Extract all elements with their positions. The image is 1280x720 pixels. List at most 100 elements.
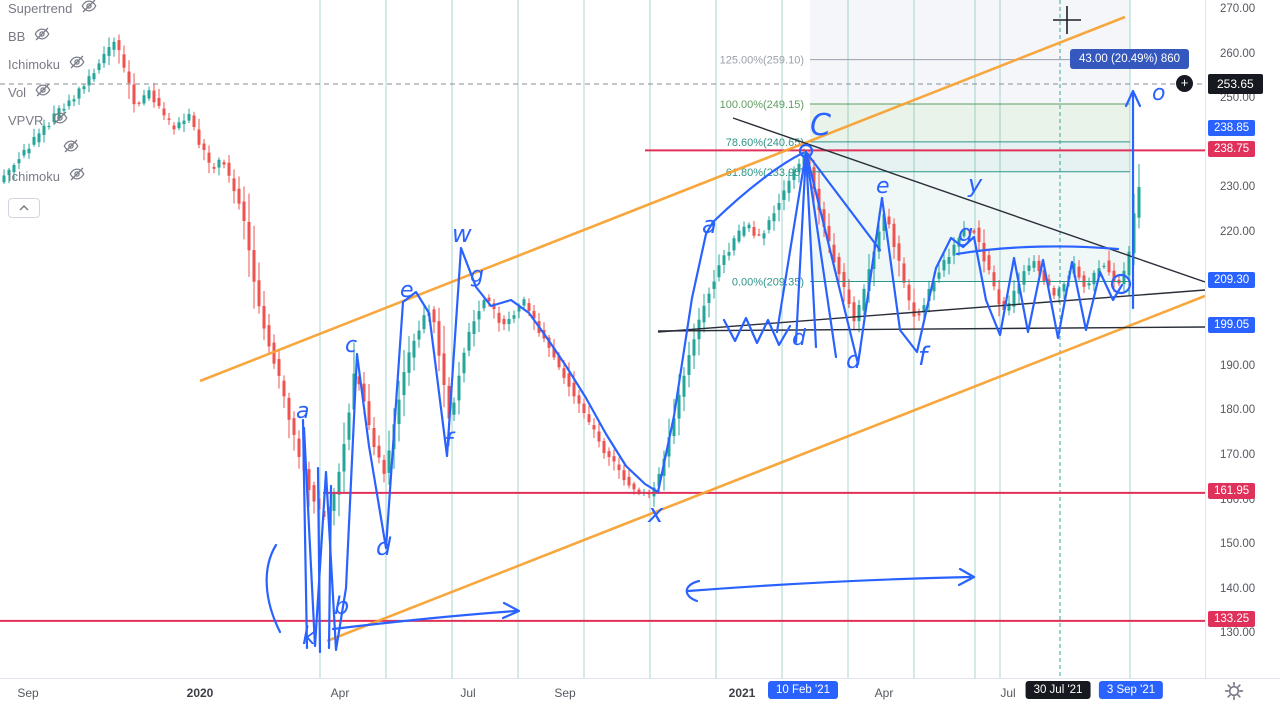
hand-drawing	[775, 150, 808, 334]
price-tick-label: 250.00	[1220, 92, 1256, 105]
measure-tooltip: 43.00 (20.49%) 860	[1070, 49, 1190, 69]
legend-item-bb[interactable]: BB	[8, 22, 98, 50]
price-badge: 238.75	[1208, 141, 1256, 157]
annotation-letter[interactable]: a	[296, 399, 309, 424]
eye-off-icon[interactable]	[33, 25, 51, 48]
hand-drawn-circle	[1110, 273, 1132, 295]
legend-collapse-button[interactable]	[8, 198, 40, 218]
legend-item-vol[interactable]: Vol	[8, 78, 98, 106]
indicator-label[interactable]: Vol	[8, 84, 27, 100]
hand-drawing	[880, 196, 1124, 354]
hand-drawn-circle	[798, 143, 814, 159]
annotation-letter[interactable]: c	[345, 333, 357, 358]
price-tick-label: 230.00	[1220, 181, 1256, 194]
annotation-letter[interactable]: f	[444, 428, 456, 456]
hand-drawing	[955, 245, 1120, 256]
gridlines	[319, 0, 1131, 678]
settings-gear-icon[interactable]	[1224, 681, 1244, 701]
price-tick-label: 190.00	[1220, 359, 1256, 372]
price-axis[interactable]: 270.00 260.00 250.00 230.00 220.00 190.00 180.…	[1205, 0, 1280, 678]
add-alert-plus-button[interactable]: +	[1176, 75, 1193, 92]
horizontal-price-lines[interactable]	[0, 149, 1205, 622]
hand-drawn-annotations[interactable]	[265, 89, 1142, 654]
legend-item[interactable]	[8, 134, 98, 162]
hand-drawing	[711, 151, 805, 224]
indicator-legend: Supertrend BB Ichimoku Vol VPVR Ichimoku	[8, 0, 98, 218]
annotation-letter[interactable]: k	[302, 622, 317, 650]
annotation-letter[interactable]: b	[334, 592, 349, 620]
indicator-label[interactable]: Ichimoku	[8, 56, 61, 72]
price-tick-label: 270.00	[1220, 3, 1256, 15]
parallel-channel[interactable]	[199, 15, 1205, 643]
candlesticks	[2, 34, 1141, 526]
eye-off-icon[interactable]	[51, 109, 69, 132]
price-tick-label: 220.00	[1220, 226, 1256, 238]
eye-off-icon[interactable]	[62, 137, 80, 160]
indicator-label[interactable]: BB	[8, 28, 26, 44]
price-badge: 133.25	[1208, 611, 1256, 627]
hand-drawing	[327, 484, 333, 650]
annotation-letter[interactable]: a	[702, 211, 717, 239]
annotation-letter[interactable]: o	[1152, 81, 1165, 106]
annotation-letter[interactable]: d	[376, 533, 392, 561]
fib-level-label: 78.60%(240.65)	[726, 137, 804, 149]
hand-drawing	[794, 150, 808, 344]
legend-item-ichimoku-2[interactable]: Ichimoku	[8, 162, 98, 190]
chevron-up-icon	[18, 199, 30, 217]
price-badge: 209.30	[1208, 272, 1256, 288]
legend-item-ichimoku[interactable]: Ichimoku	[8, 50, 98, 78]
indicator-label[interactable]: VPVR	[8, 112, 44, 128]
hand-drawing	[686, 575, 972, 593]
hand-drawing	[804, 150, 838, 359]
price-badge: 199.05	[1208, 317, 1256, 333]
price-tick-label: 130.00	[1220, 627, 1256, 640]
fib-retracement-levels[interactable]: 125.00%(259.10) 100.00%(249.15) 78.60%(240…	[720, 55, 1130, 289]
chart-canvas[interactable]: 125.00%(259.10) 100.00%(249.15) 78.60%(240…	[0, 0, 1205, 678]
eye-off-icon[interactable]	[68, 53, 86, 76]
annotation-letter[interactable]: d	[792, 326, 807, 351]
time-tick-label: Sep	[17, 686, 39, 700]
eye-off-icon[interactable]	[80, 0, 98, 20]
time-tick-label: 2021	[728, 686, 756, 700]
hand-drawing	[302, 220, 715, 652]
time-tick-label: Jul	[460, 686, 476, 700]
time-tick-label: Sep	[554, 686, 576, 700]
hand-drawing	[685, 579, 701, 603]
eye-off-icon[interactable]	[34, 81, 52, 104]
date-badge: 3 Sep '21	[1098, 681, 1164, 699]
legend-item-supertrend[interactable]: Supertrend	[8, 0, 98, 22]
price-tick-label: 180.00	[1220, 404, 1256, 417]
fib-level-label: 61.80%(233.95)	[726, 167, 804, 179]
date-badge: 30 Jul '21	[1025, 681, 1091, 699]
annotation-letter[interactable]: C	[810, 108, 831, 143]
eye-off-icon[interactable]	[68, 165, 86, 188]
annotation-letter[interactable]: g	[470, 263, 484, 288]
indicator-label[interactable]: Supertrend	[8, 0, 73, 16]
hand-drawing	[265, 543, 282, 634]
annotation-letter[interactable]: d	[846, 346, 862, 374]
time-axis[interactable]: Sep 2020 Apr Jul Sep 2021 Apr Jul 10 Feb '21 30 J…	[0, 678, 1280, 720]
hand-drawing	[722, 316, 792, 347]
indicator-label[interactable]: Ichimoku	[8, 168, 61, 184]
annotation-letter[interactable]: f	[918, 342, 931, 372]
price-badge: 253.65	[1208, 74, 1263, 94]
annotation-letter[interactable]: e	[876, 174, 890, 199]
hand-drawing	[301, 418, 309, 650]
annotation-letter[interactable]: y	[967, 170, 983, 198]
annotation-letter[interactable]: x	[647, 499, 664, 529]
legend-item-vpvr[interactable]: VPVR	[8, 106, 98, 134]
annotation-letter[interactable]: g	[958, 219, 973, 247]
hand-drawing	[957, 567, 976, 587]
annotation-letter[interactable]: e	[400, 278, 414, 303]
annotation-letter[interactable]: w	[452, 220, 472, 248]
price-badge: 161.95	[1208, 483, 1256, 499]
hand-drawing	[804, 150, 882, 252]
fib-level-label: 0.00%(209.35)	[732, 276, 804, 288]
hand-drawing	[804, 150, 860, 366]
price-badge: 238.85	[1208, 120, 1256, 136]
time-tick-label: 2020	[186, 686, 214, 700]
hand-drawing	[1124, 89, 1142, 108]
fib-level-label: 100.00%(249.15)	[720, 99, 804, 111]
fib-level-label: 125.00%(259.10)	[720, 55, 804, 67]
